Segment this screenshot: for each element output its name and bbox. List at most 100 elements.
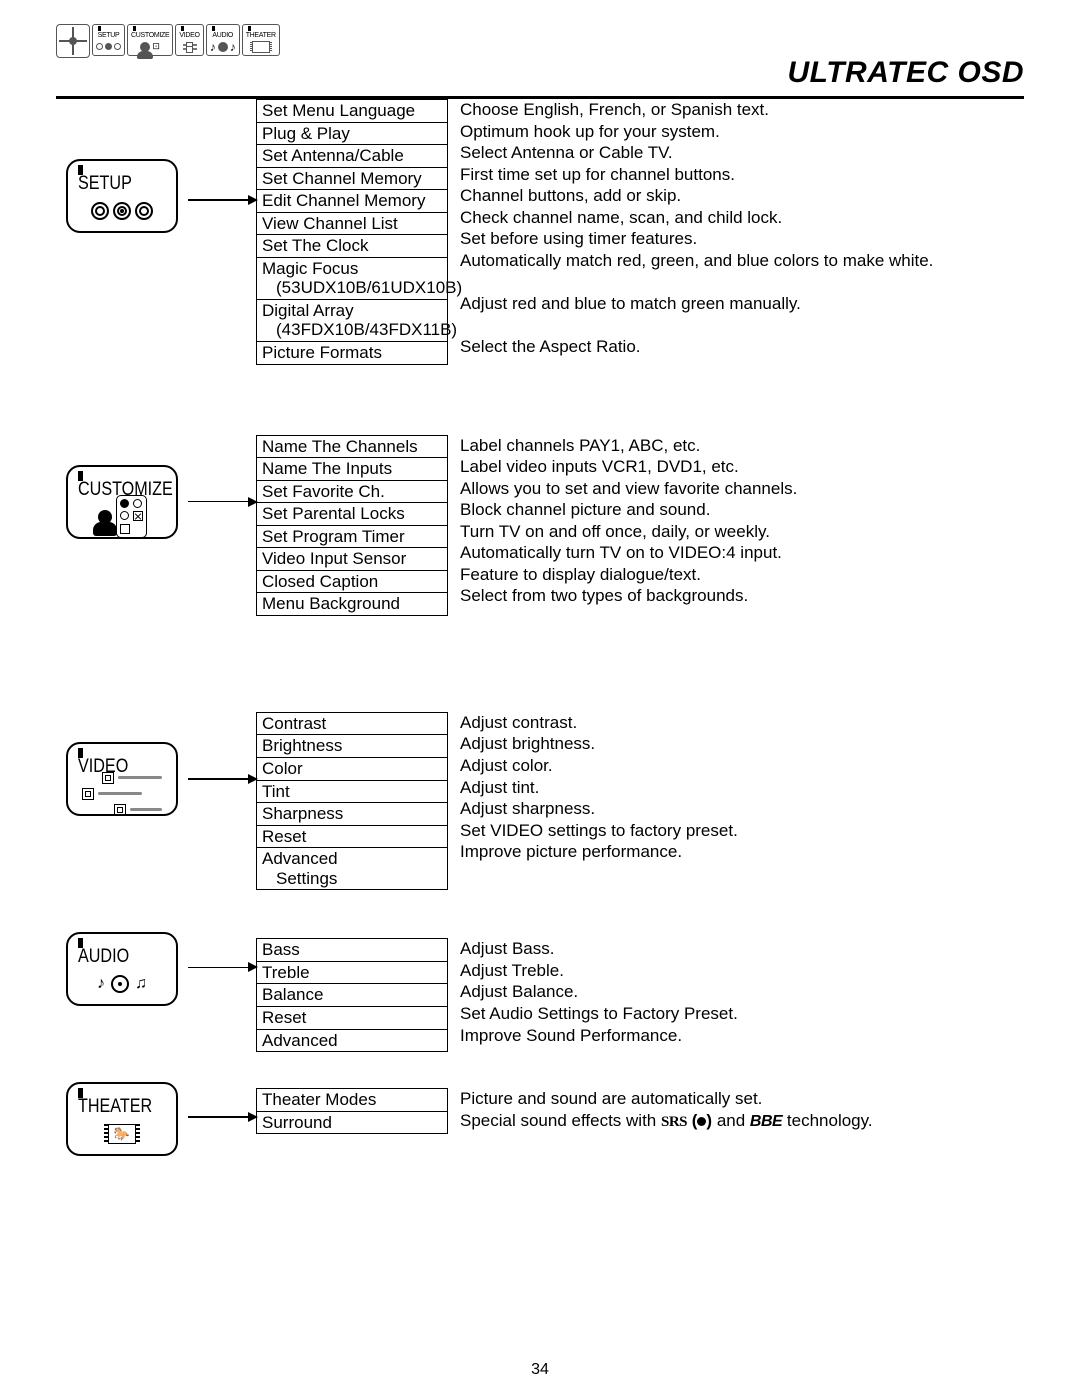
desc-line: Adjust Bass. — [460, 938, 1024, 960]
menu-item: Plug & Play — [257, 123, 447, 146]
menu-item: Video Input Sensor — [257, 548, 447, 571]
desc-line: Adjust contrast. — [460, 712, 1024, 734]
arrow-customize — [188, 497, 258, 507]
menu-item: Name The Channels — [257, 436, 447, 459]
menu-item: Advanced Settings — [257, 848, 447, 890]
bbe-logo: BBE — [750, 1113, 782, 1130]
desc-line: Special sound effects with SRS () and BB… — [460, 1110, 1024, 1132]
desc-video: Adjust contrast.Adjust brightness.Adjust… — [448, 712, 1024, 863]
sections-container: SETUP Set Menu LanguagePlug & PlaySet Ant… — [56, 99, 1024, 1134]
menu-item-sub: (53UDX10B/61UDX10B) — [262, 278, 442, 298]
page: SETUP CUSTOMIZE ⊡ VIDEO AUDIO ♪♪ THEATER… — [0, 0, 1080, 1397]
category-box-setup: SETUP — [66, 159, 178, 233]
desc-line: Automatically turn TV on to VIDEO:4 inpu… — [460, 542, 1024, 564]
desc-line: Block channel picture and sound. — [460, 499, 1024, 521]
desc-customize: Label channels PAY1, ABC, etc.Label vide… — [448, 435, 1024, 607]
desc-line: Label channels PAY1, ABC, etc. — [460, 435, 1024, 457]
arrow-setup — [188, 195, 258, 205]
menu-item: Picture Formats — [257, 342, 447, 365]
menu-item: Set Favorite Ch. — [257, 481, 447, 504]
menu-video: ContrastBrightnessColorTintSharpnessRese… — [256, 712, 448, 890]
desc-line: Adjust Balance. — [460, 981, 1024, 1003]
menu-item: Contrast — [257, 713, 447, 736]
category-label: CUSTOMIZE — [78, 479, 156, 501]
section-video: VIDEO ContrastBrightnessColorTintSharpnes… — [56, 712, 1024, 890]
desc-line: Check channel name, scan, and child lock… — [460, 207, 1024, 229]
category-label: VIDEO — [78, 756, 156, 778]
desc-line: Select Antenna or Cable TV. — [460, 142, 1024, 164]
desc-line: Improve picture performance. — [460, 841, 1024, 863]
desc-line: Choose English, French, or Spanish text. — [460, 99, 1024, 121]
menu-setup: Set Menu LanguagePlug & PlaySet Antenna/… — [256, 99, 448, 365]
menu-item: Bass — [257, 939, 447, 962]
desc-line: Allows you to set and view favorite chan… — [460, 478, 1024, 500]
section-theater: THEATER🐎Theater ModesSurroundPicture and… — [56, 1088, 1024, 1134]
menu-item: Set Antenna/Cable — [257, 145, 447, 168]
menu-item: Set Program Timer — [257, 526, 447, 549]
menu-item: View Channel List — [257, 213, 447, 236]
desc-line: Set Audio Settings to Factory Preset. — [460, 1003, 1024, 1025]
menu-item: Name The Inputs — [257, 458, 447, 481]
desc-line — [460, 314, 1024, 336]
mini-audio: AUDIO ♪♪ — [206, 24, 240, 56]
menu-item: Balance — [257, 984, 447, 1007]
category-label: SETUP — [78, 173, 156, 195]
arrow-theater — [188, 1112, 258, 1122]
desc-line: Adjust sharpness. — [460, 798, 1024, 820]
desc-line: Improve Sound Performance. — [460, 1025, 1024, 1047]
desc-line: Label video inputs VCR1, DVD1, etc. — [460, 456, 1024, 478]
menu-item: Set Parental Locks — [257, 503, 447, 526]
desc-line: Adjust tint. — [460, 777, 1024, 799]
srs-logo: SRS — [661, 1114, 687, 1130]
desc-line: Automatically match red, green, and blue… — [460, 250, 1024, 272]
category-label: THEATER — [78, 1096, 156, 1118]
category-box-customize: CUSTOMIZE — [66, 465, 178, 539]
desc-line: Optimum hook up for your system. — [460, 121, 1024, 143]
joystick-icon — [56, 24, 90, 58]
category-label: AUDIO — [78, 946, 156, 968]
menu-item: Theater Modes — [257, 1089, 447, 1112]
page-title: ULTRATEC OSD — [56, 56, 1024, 90]
mini-customize: CUSTOMIZE ⊡ — [127, 24, 173, 56]
desc-line: Set before using timer features. — [460, 228, 1024, 250]
section-customize: CUSTOMIZE Name The ChannelsName The Input… — [56, 435, 1024, 616]
desc-line: Adjust color. — [460, 755, 1024, 777]
desc-line: Turn TV on and off once, daily, or weekl… — [460, 521, 1024, 543]
mini-video: VIDEO — [175, 24, 203, 56]
desc-line: Channel buttons, add or skip. — [460, 185, 1024, 207]
menu-item: Treble — [257, 962, 447, 985]
desc-line: First time set up for channel buttons. — [460, 164, 1024, 186]
desc-line: Adjust red and blue to match green manua… — [460, 293, 1024, 315]
category-box-audio: AUDIO♪♫ — [66, 932, 178, 1006]
desc-line: Select from two types of backgrounds. — [460, 585, 1024, 607]
desc-theater: Picture and sound are automatically set.… — [448, 1088, 1024, 1132]
menu-item: Advanced — [257, 1030, 447, 1053]
desc-setup: Choose English, French, or Spanish text.… — [448, 99, 1024, 358]
menu-item: Digital Array(43FDX10B/43FDX11B) — [257, 300, 447, 342]
arrow-audio — [188, 962, 258, 972]
menu-theater: Theater ModesSurround — [256, 1088, 448, 1134]
desc-line: Adjust brightness. — [460, 733, 1024, 755]
header-icon-strip: SETUP CUSTOMIZE ⊡ VIDEO AUDIO ♪♪ THEATER — [56, 24, 1024, 58]
menu-item: Closed Caption — [257, 571, 447, 594]
mini-theater: THEATER — [242, 24, 280, 56]
menu-item: Set The Clock — [257, 235, 447, 258]
menu-item: Set Menu Language — [257, 100, 447, 123]
mini-setup: SETUP — [92, 24, 125, 56]
menu-item: Brightness — [257, 735, 447, 758]
menu-item: Surround — [257, 1112, 447, 1135]
menu-item: Tint — [257, 781, 447, 804]
page-number: 34 — [0, 1361, 1080, 1379]
section-audio: AUDIO♪♫BassTrebleBalanceResetAdvancedAdj… — [56, 938, 1024, 1052]
menu-item: Menu Background — [257, 593, 447, 616]
menu-item: Set Channel Memory — [257, 168, 447, 191]
menu-item: Reset — [257, 1007, 447, 1030]
desc-line: Select the Aspect Ratio. — [460, 336, 1024, 358]
menu-item: Magic Focus(53UDX10B/61UDX10B) — [257, 258, 447, 300]
desc-line: Set VIDEO settings to factory preset. — [460, 820, 1024, 842]
menu-item-sub: Settings — [262, 869, 442, 889]
desc-line: Adjust Treble. — [460, 960, 1024, 982]
menu-item-sub: (43FDX10B/43FDX11B) — [262, 320, 442, 340]
arrow-video — [188, 774, 258, 784]
desc-line: Picture and sound are automatically set. — [460, 1088, 1024, 1110]
